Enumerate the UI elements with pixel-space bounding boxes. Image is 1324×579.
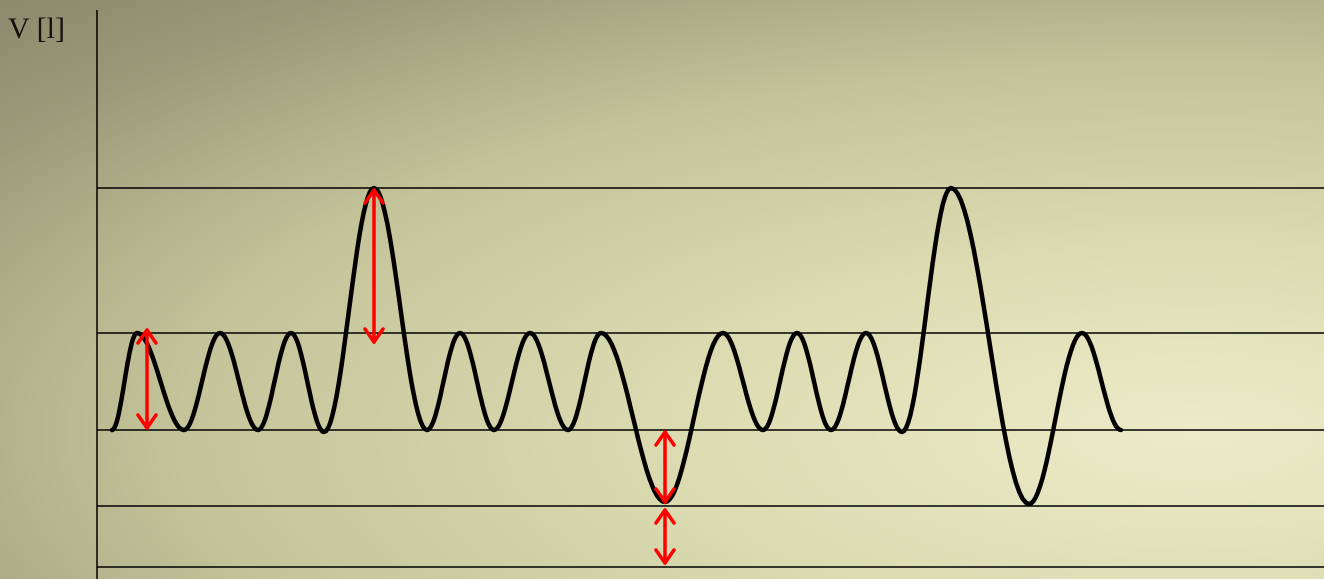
y-axis-label: V [l] — [8, 12, 65, 45]
residual-volume-arrow — [654, 508, 676, 565]
tidal-volume-arrow — [136, 328, 158, 430]
volume-curve — [109, 185, 1124, 507]
expiratory-reserve-arrow — [654, 430, 676, 504]
inspiratory-reserve-arrow — [363, 188, 385, 344]
